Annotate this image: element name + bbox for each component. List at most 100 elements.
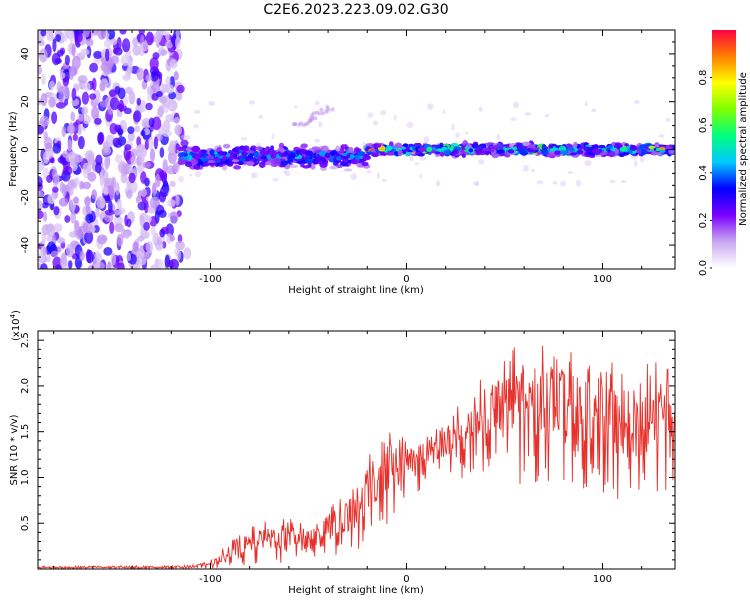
spectral-cell [239,157,246,162]
spectral-cell [38,48,48,63]
spectral-cell [335,156,342,161]
spectral-cell [300,143,308,149]
spectral-cell [49,157,55,164]
spectral-cell [191,158,199,165]
spectral-cell [222,151,227,156]
spectral-cell [117,161,128,174]
spectral-cell [461,153,466,158]
spectral-cell [103,39,112,48]
spectral-cell [105,48,110,62]
spectral-cell [464,131,469,135]
spectral-cell [136,164,144,174]
spectral-cell [64,54,70,66]
spectral-cell [270,162,279,168]
spectral-cell [67,30,73,39]
spectral-cell [99,81,106,92]
spectral-cell [80,220,89,233]
spectral-cell [42,246,47,257]
spectral-cell [376,172,380,180]
spectral-cell [628,150,633,155]
spectral-cell [293,146,300,151]
spectral-cell [150,226,157,236]
spectral-cell [294,105,298,109]
spectral-cell [419,174,423,178]
spectral-cell [474,147,482,154]
spectral-cell [173,162,180,169]
spectral-cell [308,154,313,160]
spectral-cell [372,143,382,148]
spectral-cell [559,149,566,155]
spectral-cell [46,223,56,237]
spectral-cell [116,233,124,247]
spectral-cell [81,91,90,105]
spectral-cell [366,170,372,174]
spectral-cell [71,55,81,70]
spectral-cell [63,30,68,43]
colorbar-tick-label: 0.4 [698,165,709,181]
spectral-cell [175,194,180,206]
spectral-cell [108,89,117,97]
spectral-cell [496,133,501,140]
spectral-cell [536,180,544,185]
spectral-cell [353,154,361,159]
spectral-cell [319,161,328,168]
spectral-cell [250,172,258,179]
spectral-cell [212,157,220,161]
spectral-cell [101,146,112,156]
spectral-cell [297,122,302,127]
spectral-cell [62,75,70,87]
spectral-cell [104,156,110,170]
spectral-cell [73,154,84,163]
spectral-cell [161,182,170,194]
spectral-cell [120,171,128,184]
spectral-cell [112,137,120,147]
spectral-cell [255,146,263,151]
spectral-cell [128,172,136,184]
spectral-cell [249,100,255,105]
spectral-cell [114,209,120,216]
spectral-cell [405,151,411,157]
spectral-cell [142,161,152,169]
spectral-cell [46,241,56,254]
spectral-cell [91,189,98,200]
spectral-cell [513,101,520,109]
spectral-cell [51,111,58,124]
spectral-cell [79,180,85,190]
spectral-cell [72,133,78,142]
y-tick-label: -40 [20,237,31,253]
spectral-cell [451,123,455,131]
spectral-cell [570,152,577,156]
spectral-cell [104,209,115,216]
spectral-cell [77,113,85,122]
colorbar [712,30,736,268]
spectral-cell [137,144,144,152]
spectral-cell [57,237,66,244]
spectral-cell [145,102,153,111]
spectral-cell [406,121,414,129]
spectral-cell [531,168,536,173]
spectral-cell [164,84,175,94]
spectral-cell [52,186,59,193]
spectral-cell [326,107,330,111]
spectral-cell [490,145,500,150]
snr-series [38,345,675,569]
snr-line [38,345,675,569]
spectral-cell [314,100,320,106]
spectral-cell [159,147,165,158]
spectral-cell [138,43,145,57]
snr-multiplier-close: ) [11,310,22,314]
spectral-cell [620,179,627,184]
spectral-cell [178,175,185,183]
spectral-cell [577,149,584,155]
spectral-cell [356,148,362,152]
spectral-cell [175,240,185,251]
spectral-cell [426,146,433,153]
spectral-cell [584,101,588,107]
spectral-cell [169,234,175,242]
spectral-cell [321,111,325,116]
spectral-cell [112,48,119,55]
spectral-cell [40,30,47,37]
spectral-cell [148,117,155,128]
spectral-cell [252,152,260,157]
spectral-cell [218,152,223,156]
